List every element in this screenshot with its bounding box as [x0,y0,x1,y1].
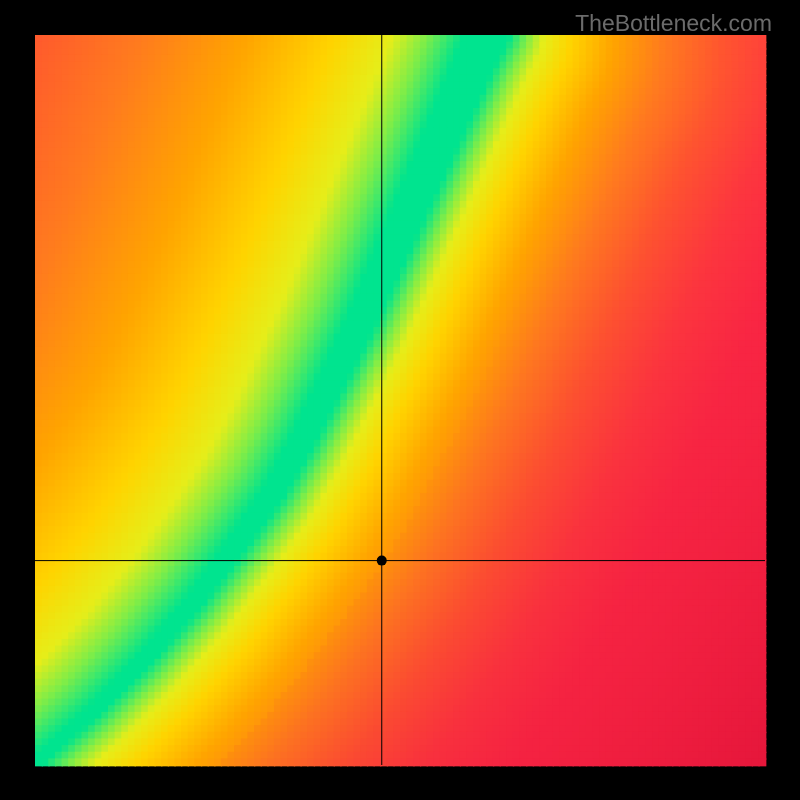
chart-container: TheBottleneck.com [0,0,800,800]
source-watermark: TheBottleneck.com [575,10,772,37]
bottleneck-heatmap-canvas [0,0,800,800]
